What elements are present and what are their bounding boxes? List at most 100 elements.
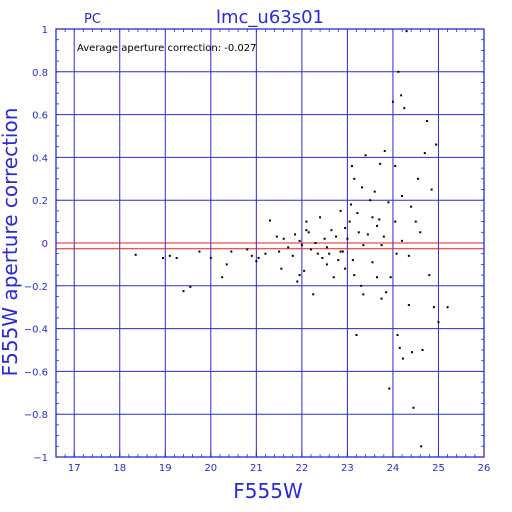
reference-lines (56, 242, 484, 250)
y-tick-label: 0.2 (32, 196, 48, 207)
y-tick-label: −0.2 (24, 282, 48, 293)
data-point (371, 216, 374, 219)
data-point (388, 387, 391, 390)
data-point (175, 256, 178, 259)
data-point (401, 239, 404, 242)
x-tick-label: 17 (68, 463, 81, 474)
y-tick-label: −0.8 (24, 410, 48, 421)
data-point (382, 235, 385, 238)
data-point (250, 254, 253, 257)
x-tick-label: 18 (113, 463, 126, 474)
data-point (395, 252, 398, 255)
x-tick-label: 26 (478, 463, 491, 474)
y-tick-label: 0 (42, 239, 48, 250)
data-point (380, 297, 383, 300)
x-tick-label: 21 (250, 463, 263, 474)
axis-ticks: 17 18 19 20 21 22 23 24 25 26 −1 −0.8 −0.6 −0.4 −0.2 0 0… (24, 25, 491, 474)
data-point (330, 229, 333, 232)
data-point (287, 246, 290, 249)
data-point (319, 216, 322, 219)
data-point (369, 199, 372, 202)
data-point (353, 177, 356, 180)
data-point (351, 259, 354, 262)
data-point (335, 235, 338, 238)
plot-subtitle: PC (84, 12, 101, 27)
data-point (430, 188, 433, 191)
data-point (321, 256, 324, 259)
data-point (337, 259, 340, 262)
data-point (344, 267, 347, 270)
data-point (416, 177, 419, 180)
data-point (373, 190, 376, 193)
data-point (198, 250, 201, 253)
data-point (341, 250, 344, 253)
data-point (387, 201, 390, 204)
data-point (419, 231, 422, 234)
data-point (376, 276, 378, 279)
data-point (303, 269, 306, 272)
data-point (405, 30, 408, 33)
data-point (309, 248, 312, 251)
data-points (134, 30, 449, 448)
data-point (403, 107, 406, 110)
data-point (182, 290, 185, 293)
data-point (394, 164, 397, 167)
data-point (410, 205, 413, 208)
data-point (264, 252, 267, 255)
data-point (437, 321, 440, 324)
data-point (269, 219, 271, 222)
data-point (428, 274, 431, 277)
data-point (350, 203, 353, 206)
data-point (379, 162, 382, 165)
data-point (189, 285, 192, 288)
data-point (305, 229, 308, 232)
data-point (305, 220, 308, 223)
data-point (353, 274, 356, 277)
data-point (435, 143, 438, 146)
data-point (298, 274, 301, 277)
data-point (291, 254, 294, 257)
data-point (394, 220, 397, 223)
data-point (298, 239, 301, 242)
data-point (366, 233, 369, 236)
data-point (355, 334, 358, 337)
data-point (362, 244, 365, 247)
data-point (380, 244, 383, 247)
y-axis-label: F555W aperture correction (0, 108, 22, 377)
data-point (360, 186, 363, 189)
data-point (255, 260, 258, 263)
data-point (312, 293, 315, 296)
data-point (391, 100, 394, 103)
data-point (407, 304, 410, 307)
data-point (278, 250, 281, 253)
data-point (162, 256, 164, 259)
data-point (396, 334, 399, 337)
data-point (412, 406, 415, 409)
y-tick-label: −1 (33, 453, 48, 464)
y-tick-label: −0.4 (24, 325, 48, 336)
data-point (398, 346, 401, 349)
data-point (325, 246, 328, 249)
data-point (360, 284, 363, 287)
data-point (346, 237, 349, 240)
data-point (364, 154, 367, 157)
data-point (282, 237, 285, 240)
data-point (407, 254, 410, 257)
y-tick-label: 0.4 (32, 153, 48, 164)
data-point (328, 252, 331, 255)
data-point (378, 218, 381, 221)
data-point (348, 220, 351, 223)
data-point (134, 253, 137, 256)
data-point (280, 267, 283, 270)
data-point (316, 252, 319, 255)
y-tick-label: −0.6 (24, 367, 48, 378)
data-point (246, 248, 249, 251)
data-point (296, 280, 299, 283)
plot-title: lmc_u63s01 (216, 7, 324, 28)
data-point (209, 256, 212, 259)
data-point (325, 263, 328, 266)
data-point (344, 227, 347, 230)
data-point (385, 291, 388, 294)
x-tick-label: 19 (159, 463, 172, 474)
